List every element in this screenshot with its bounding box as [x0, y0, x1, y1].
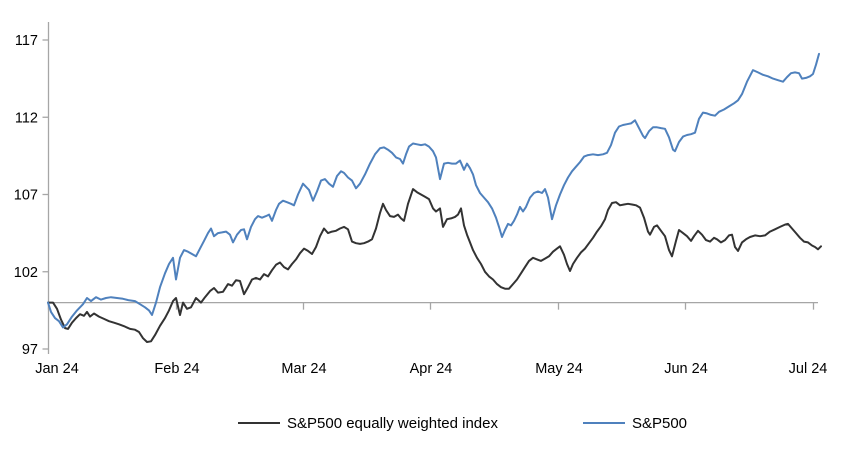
x-axis-tick-label: Feb 24	[154, 361, 199, 377]
legend-label-sp500: S&P500	[631, 414, 688, 432]
x-axis-tick-label: May 24	[535, 361, 583, 377]
y-axis-tick-label: 97	[22, 342, 38, 358]
y-axis-tick-label: 117	[15, 33, 38, 49]
x-axis-tick-label: Mar 24	[281, 361, 326, 377]
equal-weight-series-line	[47, 188, 822, 343]
y-axis-tick-label: 107	[14, 188, 38, 204]
x-axis-tick-label: Jan 24	[35, 361, 79, 377]
legend-line-swatch-equal-weight	[238, 422, 280, 424]
legend-item-equal-weight: S&P500 equally weighted index	[238, 415, 498, 432]
y-axis-tick-label: 112	[15, 110, 38, 126]
chart-legend: S&P500 equally weighted index S&P500	[238, 412, 687, 434]
legend-item-sp500: S&P500	[582, 414, 688, 432]
x-axis-tick-label: Jun 24	[664, 361, 708, 377]
x-axis-tick-label: Apr 24	[410, 361, 453, 377]
legend-line-swatch-sp500	[582, 422, 625, 424]
y-axis-tick-label: 102	[14, 265, 38, 281]
x-axis-tick-label: Jul 24	[789, 361, 828, 377]
sp500-series-line	[47, 52, 820, 329]
legend-label-equal-weight: S&P500 equally weighted index	[287, 414, 498, 432]
